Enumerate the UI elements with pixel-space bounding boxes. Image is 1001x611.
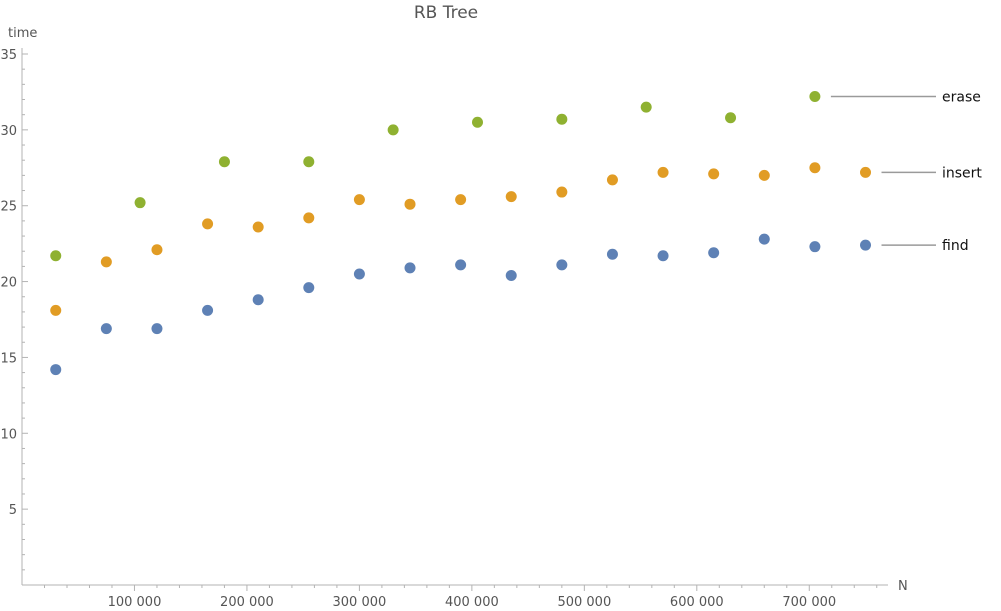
- data-point-find: [809, 241, 821, 253]
- data-point-erase: [640, 101, 652, 113]
- data-point-find: [100, 323, 112, 335]
- chart-title: RB Tree: [414, 3, 478, 23]
- x-tick-label: 700 000: [782, 595, 836, 610]
- y-tick-label: 20: [0, 276, 17, 291]
- data-point-insert: [708, 168, 720, 180]
- legend: erase insert find: [830, 89, 982, 254]
- data-point-find: [657, 250, 669, 262]
- y-tick-label: 35: [0, 48, 17, 63]
- x-tick-label: 500 000: [557, 595, 611, 610]
- data-point-find: [202, 304, 214, 316]
- data-point-insert: [151, 244, 163, 256]
- data-points: [50, 90, 872, 376]
- data-point-find: [708, 247, 720, 259]
- data-point-find: [606, 248, 618, 260]
- y-ticks: 5 10 15 20 25 30 35: [0, 48, 28, 571]
- data-point-insert: [657, 166, 669, 178]
- y-tick-label: 5: [9, 503, 17, 518]
- data-point-insert: [606, 174, 618, 186]
- data-point-find: [353, 268, 365, 280]
- x-ticks: 100 000 200 000 300 000 400 000 500 000 600 0…: [43, 585, 878, 610]
- data-point-find: [505, 270, 517, 282]
- x-tick-label: 400 000: [445, 595, 499, 610]
- data-point-find: [556, 259, 568, 271]
- data-point-find: [455, 259, 467, 271]
- data-point-find: [50, 364, 62, 376]
- data-point-insert: [556, 186, 568, 198]
- legend-label-find: find: [942, 238, 969, 254]
- data-point-insert: [809, 162, 821, 174]
- data-point-insert: [455, 194, 467, 206]
- x-tick-label: 600 000: [670, 595, 724, 610]
- data-point-erase: [50, 250, 62, 262]
- data-point-insert: [252, 221, 264, 233]
- data-point-insert: [758, 169, 770, 181]
- data-point-insert: [303, 212, 315, 224]
- data-point-erase: [387, 124, 399, 136]
- x-tick-label: 200 000: [220, 595, 274, 610]
- legend-label-erase: erase: [942, 89, 981, 105]
- data-point-find: [758, 233, 770, 245]
- data-point-insert: [505, 191, 517, 203]
- data-point-erase: [556, 113, 568, 125]
- y-tick-label: 30: [0, 124, 17, 139]
- data-point-find: [404, 262, 416, 274]
- data-point-insert: [860, 166, 872, 178]
- legend-label-insert: insert: [942, 165, 982, 181]
- data-point-insert: [100, 256, 112, 268]
- data-point-erase: [303, 156, 315, 168]
- x-axis-title: N: [898, 579, 908, 594]
- data-point-erase: [725, 112, 737, 124]
- data-point-erase: [218, 156, 230, 168]
- data-point-erase: [134, 197, 146, 209]
- data-point-insert: [202, 218, 214, 230]
- data-point-find: [303, 282, 315, 294]
- data-point-erase: [809, 90, 821, 102]
- x-tick-label: 100 000: [108, 595, 162, 610]
- data-point-find: [151, 323, 163, 335]
- data-point-find: [860, 239, 872, 251]
- y-axis-title: time: [8, 26, 37, 41]
- data-point-erase: [471, 116, 483, 128]
- y-tick-label: 15: [0, 351, 17, 366]
- x-tick-label: 300 000: [333, 595, 387, 610]
- data-point-find: [252, 294, 264, 306]
- y-tick-label: 10: [0, 427, 17, 442]
- data-point-insert: [353, 194, 365, 206]
- data-point-insert: [50, 304, 62, 316]
- axes: [21, 48, 888, 586]
- data-point-insert: [404, 198, 416, 210]
- y-tick-label: 25: [0, 200, 17, 215]
